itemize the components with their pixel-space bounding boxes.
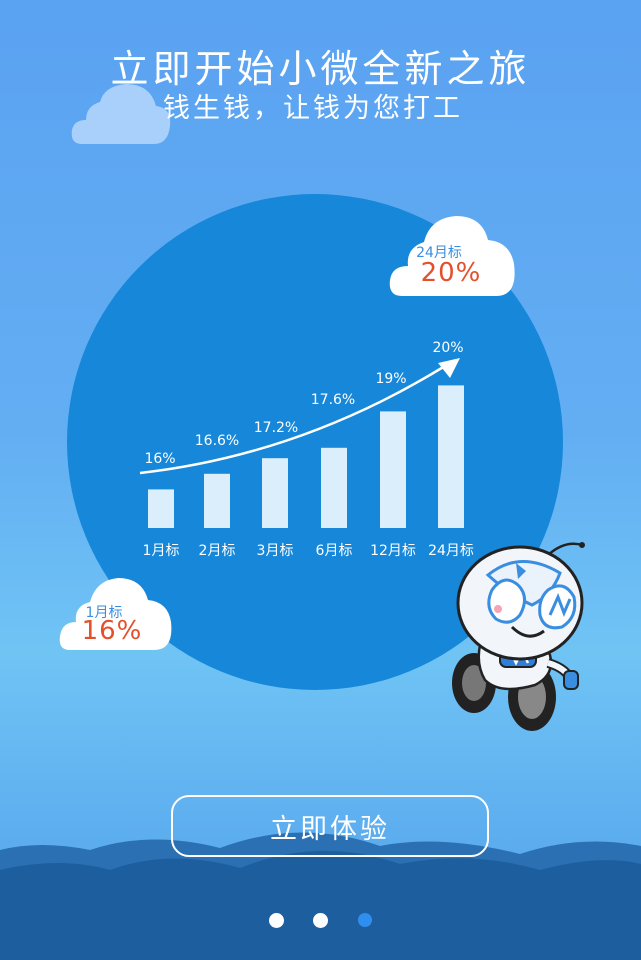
- robot-mascot-illustration: [452, 542, 585, 731]
- chart-bar: [438, 385, 464, 528]
- cloud-bubble-1-month: 1月标 16%: [58, 576, 174, 652]
- trend-arrow-line: [139, 364, 446, 475]
- page-subtitle: 钱生钱，让钱为您打工: [163, 93, 463, 124]
- bottom-hills-decoration: [0, 832, 641, 960]
- cloud-bubble-24-month: 24月标 20%: [388, 212, 518, 298]
- start-experience-button[interactable]: 立即体验: [171, 795, 489, 857]
- chart-bar: [321, 447, 347, 528]
- chart-category-label: 2月标: [199, 543, 236, 559]
- cloud-value: 16%: [81, 616, 143, 646]
- chart-bar: [204, 473, 230, 528]
- chart-value-label: 20%: [432, 340, 463, 356]
- chart-category-label: 6月标: [316, 543, 353, 559]
- chart-value-label: 17.2%: [254, 420, 298, 436]
- chart-value-label: 16.6%: [195, 433, 239, 449]
- chart-category-label: 24月标: [428, 543, 474, 559]
- pagination-dot-3[interactable]: [358, 913, 372, 927]
- cloud-caption: 1月标: [85, 605, 123, 621]
- chart-bar: [262, 458, 288, 528]
- rate-bar-chart: 1月标 2月标 3月标 6月标 12月标 24月标 16% 16.6% 17.2% 17.6% 19…: [139, 340, 474, 559]
- pagination-dot-2[interactable]: [313, 913, 328, 928]
- cloud-caption: 24月标: [416, 245, 462, 261]
- chart-bar: [380, 411, 406, 528]
- trend-arrow-head: [438, 358, 460, 378]
- page-title: 立即开始小微全新之旅: [110, 47, 531, 91]
- chart-bar: [148, 489, 174, 528]
- chart-value-label: 17.6%: [311, 392, 355, 408]
- chart-value-label: 19%: [375, 371, 406, 387]
- chart-category-label: 3月标: [257, 543, 294, 559]
- pagination-dot-1[interactable]: [269, 913, 284, 928]
- chart-category-label: 1月标: [143, 543, 180, 559]
- chart-value-label: 16%: [144, 451, 175, 467]
- decorative-cloud: [71, 84, 171, 144]
- cloud-value: 20%: [420, 258, 482, 288]
- chart-category-label: 12月标: [370, 543, 416, 559]
